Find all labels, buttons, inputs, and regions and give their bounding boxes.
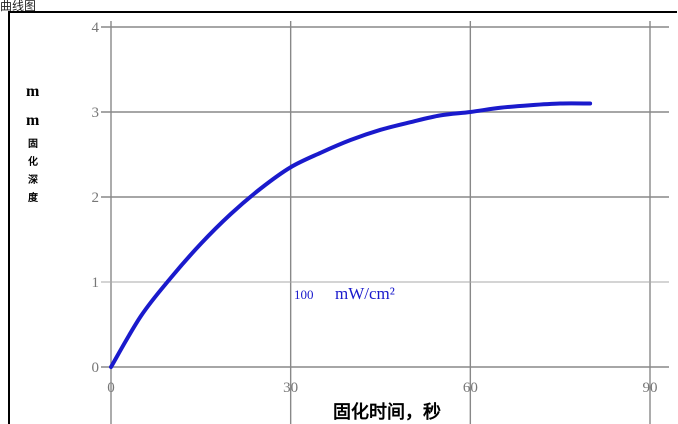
x-tick-label-1: 30 — [283, 380, 298, 396]
series-label-unit: mW/cm² — [335, 284, 395, 303]
x-axis-label: 固化时间，秒 — [333, 401, 441, 423]
y-axis-label: m m 固 化 深 度 — [26, 83, 40, 204]
tick-labels: 0 30 60 90 0 1 2 3 4 — [92, 20, 658, 396]
y-axis-char-3: 深 — [28, 173, 38, 186]
y-tick-label-3: 3 — [92, 105, 100, 121]
y-axis-unit-line2: m — [26, 112, 40, 129]
series-line-0 — [109, 101, 593, 369]
chart-frame — [8, 11, 677, 424]
y-tick-label-2: 2 — [92, 190, 100, 206]
x-tick-label-2: 60 — [463, 380, 478, 396]
y-axis-char-4: 度 — [28, 191, 39, 204]
y-tick-label-4: 4 — [92, 20, 100, 36]
series-label-number: 100 — [294, 287, 314, 302]
y-axis-char-2: 化 — [28, 155, 38, 168]
series-label: 100 mW/cm² — [294, 284, 395, 303]
x-tick-label-3: 90 — [643, 380, 658, 396]
y-tick-label-1: 1 — [92, 275, 100, 291]
series-layer — [109, 101, 593, 369]
grid-lines — [101, 21, 669, 424]
y-axis-char-1: 固 — [28, 138, 38, 150]
y-axis-unit-line1: m — [26, 83, 40, 100]
window-title: 曲线图 — [0, 0, 37, 13]
x-tick-label-0: 0 — [107, 380, 115, 396]
y-tick-label-0: 0 — [92, 360, 100, 376]
